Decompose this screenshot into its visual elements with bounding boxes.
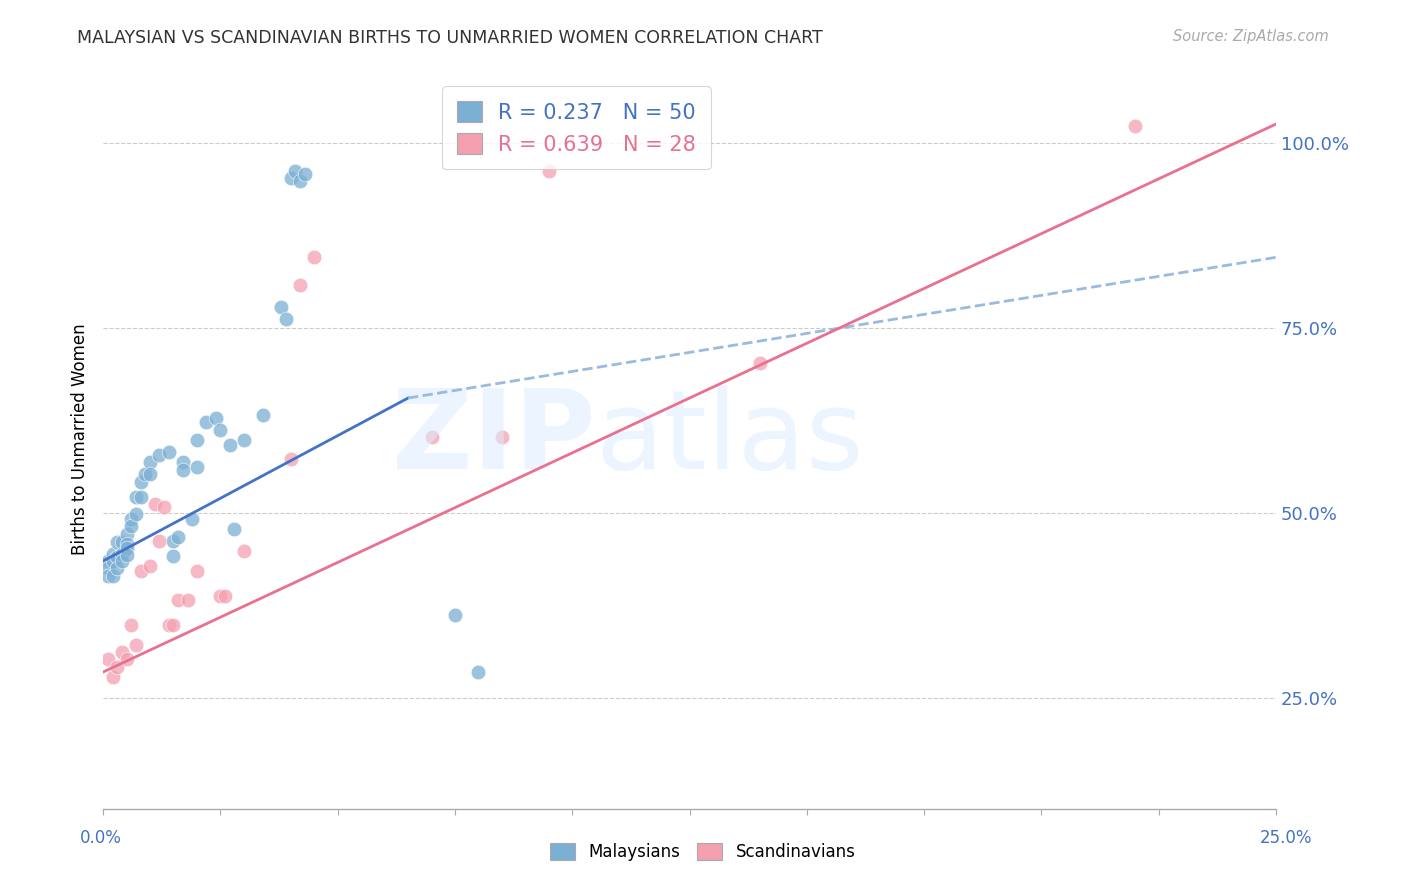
Point — [224, 522, 246, 536]
Point — [120, 618, 142, 632]
Point — [97, 561, 120, 575]
Point — [162, 533, 184, 548]
Point — [186, 564, 208, 578]
Point — [176, 593, 198, 607]
Point — [537, 163, 560, 178]
Point — [288, 174, 311, 188]
Point — [232, 434, 254, 448]
Point — [288, 277, 311, 292]
Point — [105, 561, 128, 575]
Point — [139, 455, 162, 469]
Point — [252, 408, 274, 422]
Point — [1123, 120, 1146, 134]
Legend: R = 0.237   N = 50, R = 0.639   N = 28: R = 0.237 N = 50, R = 0.639 N = 28 — [441, 87, 710, 169]
Point — [294, 167, 316, 181]
Point — [280, 171, 302, 186]
Point — [162, 618, 184, 632]
Point — [218, 438, 240, 452]
Text: Source: ZipAtlas.com: Source: ZipAtlas.com — [1173, 29, 1329, 44]
Point — [111, 554, 134, 568]
Point — [120, 519, 142, 533]
Point — [115, 541, 138, 556]
Text: atlas: atlas — [596, 385, 865, 492]
Point — [204, 411, 226, 425]
Point — [167, 593, 190, 607]
Point — [125, 508, 148, 522]
Point — [195, 416, 218, 430]
Point — [284, 163, 307, 178]
Legend: Malaysians, Scandinavians: Malaysians, Scandinavians — [544, 836, 862, 868]
Point — [280, 452, 302, 467]
Point — [139, 467, 162, 482]
Point — [420, 430, 443, 444]
Point — [139, 559, 162, 574]
Point — [444, 607, 467, 622]
Point — [186, 459, 208, 474]
Point — [467, 665, 489, 679]
Point — [101, 547, 124, 561]
Point — [748, 356, 770, 370]
Point — [153, 500, 176, 514]
Text: ZIP: ZIP — [392, 385, 596, 492]
Point — [172, 455, 194, 469]
Point — [232, 544, 254, 558]
Text: 25.0%: 25.0% — [1260, 829, 1313, 847]
Point — [167, 529, 190, 543]
Point — [274, 311, 297, 326]
Point — [209, 589, 232, 603]
Point — [105, 535, 128, 549]
Point — [172, 463, 194, 477]
Point — [148, 448, 170, 462]
Point — [101, 554, 124, 568]
Point — [120, 512, 142, 526]
Text: 0.0%: 0.0% — [80, 829, 122, 847]
Y-axis label: Births to Unmarried Women: Births to Unmarried Women — [72, 323, 89, 555]
Point — [214, 589, 236, 603]
Point — [125, 638, 148, 652]
Point — [115, 548, 138, 562]
Point — [134, 467, 156, 482]
Point — [129, 475, 152, 489]
Point — [125, 490, 148, 504]
Point — [186, 434, 208, 448]
Text: MALAYSIAN VS SCANDINAVIAN BIRTHS TO UNMARRIED WOMEN CORRELATION CHART: MALAYSIAN VS SCANDINAVIAN BIRTHS TO UNMA… — [77, 29, 823, 46]
Point — [143, 497, 166, 511]
Point — [157, 445, 180, 459]
Point — [105, 660, 128, 674]
Point — [209, 423, 232, 437]
Point — [101, 568, 124, 582]
Point — [97, 554, 120, 568]
Point — [111, 535, 134, 549]
Point — [97, 568, 120, 582]
Point — [111, 645, 134, 659]
Point — [115, 526, 138, 541]
Point — [105, 550, 128, 565]
Point — [148, 533, 170, 548]
Point — [181, 512, 204, 526]
Point — [115, 537, 138, 551]
Point — [302, 251, 325, 265]
Point — [111, 547, 134, 561]
Point — [129, 564, 152, 578]
Point — [491, 430, 513, 444]
Point — [270, 300, 292, 314]
Point — [97, 652, 120, 666]
Point — [162, 549, 184, 563]
Point — [101, 670, 124, 684]
Point — [129, 490, 152, 504]
Point — [115, 652, 138, 666]
Point — [157, 618, 180, 632]
